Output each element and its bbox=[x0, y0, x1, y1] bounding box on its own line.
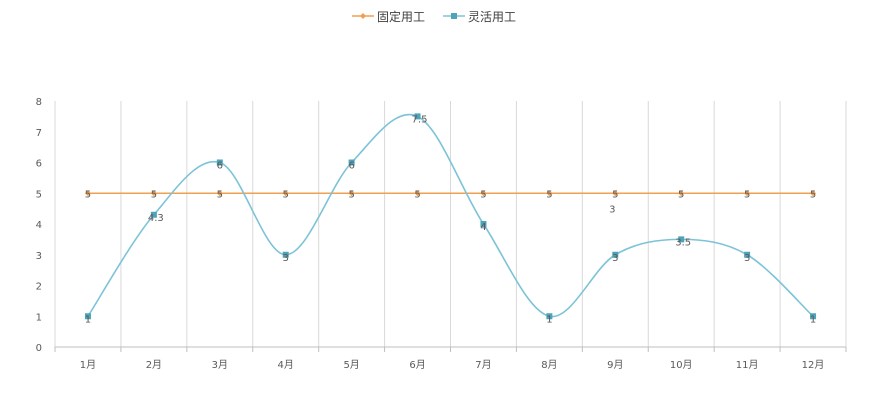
series-1-data-label: 5 bbox=[348, 189, 354, 200]
series-2-data-label: 1 bbox=[810, 314, 816, 325]
series-2-point bbox=[546, 313, 553, 320]
gridlines bbox=[54, 101, 847, 347]
series-2-data-label: 4 bbox=[480, 222, 486, 233]
y-tick-label: 6 bbox=[36, 159, 42, 170]
series-1-point bbox=[612, 190, 619, 197]
series-1-data-label: 5 bbox=[612, 189, 618, 200]
chart-annotation: 3 bbox=[609, 205, 615, 216]
series-2-data-label: 7.5 bbox=[412, 114, 428, 125]
series-1-point bbox=[546, 190, 553, 197]
series-1-point bbox=[348, 190, 355, 197]
series-1-point bbox=[282, 190, 289, 197]
series-2-data-label: 3.5 bbox=[675, 237, 691, 248]
series-2-point bbox=[612, 251, 619, 258]
series-2-point bbox=[348, 159, 355, 166]
series-1-point bbox=[480, 190, 487, 197]
series-2-point bbox=[282, 251, 289, 258]
series-2-point bbox=[84, 313, 91, 320]
series-1-data-label: 5 bbox=[678, 189, 684, 200]
x-tick-label: 2月 bbox=[146, 359, 162, 371]
x-tick-label: 9月 bbox=[607, 359, 623, 371]
x-tick-label: 5月 bbox=[343, 359, 359, 371]
axes: 0 1 2 3 4 5 6 7 8 1月 2月 3月 4月 5月 6月 7月 8月 9月 10月 11月 12月 bbox=[36, 97, 847, 371]
series-1-point bbox=[150, 190, 157, 197]
data-labels: 5 5 5 5 5 5 5 5 5 5 5 5 1 4.3 6 3 6 7.5 4 1 3 3.5 3 1 3 bbox=[85, 114, 816, 325]
series-layer bbox=[84, 113, 817, 320]
legend: 固定用工 灵活用工 bbox=[352, 9, 516, 24]
series-2-data-label: 3 bbox=[744, 253, 750, 264]
y-tick-label: 0 bbox=[36, 343, 42, 354]
x-tick-label: 11月 bbox=[736, 359, 759, 371]
series-2-data-label: 3 bbox=[612, 253, 618, 264]
series-2-data-label: 4.3 bbox=[148, 213, 164, 224]
series-1-data-label: 5 bbox=[217, 189, 223, 200]
x-tick-label: 8月 bbox=[541, 359, 557, 371]
legend-label: 固定用工 bbox=[377, 9, 425, 24]
series-1-data-label: 5 bbox=[85, 189, 91, 200]
series-1-data-label: 5 bbox=[480, 189, 486, 200]
series-1-point bbox=[216, 190, 223, 197]
series-1-data-label: 5 bbox=[283, 189, 289, 200]
x-tick-label: 12月 bbox=[802, 359, 825, 371]
series-2-point bbox=[414, 113, 421, 120]
x-tick-label: 6月 bbox=[409, 359, 425, 371]
series-1-data-label: 5 bbox=[546, 189, 552, 200]
series-2-data-label: 6 bbox=[348, 161, 354, 172]
legend-item-2: 灵活用工 bbox=[443, 10, 516, 24]
x-tick-label: 4月 bbox=[278, 359, 294, 371]
legend-item-1: 固定用工 bbox=[352, 9, 425, 24]
legend-marker bbox=[451, 13, 457, 19]
legend-marker bbox=[360, 13, 366, 19]
series-2-point bbox=[744, 251, 751, 258]
series-2-point bbox=[480, 221, 487, 227]
y-tick-label: 7 bbox=[36, 128, 42, 139]
series-1-data-label: 5 bbox=[151, 189, 157, 200]
series-2-point bbox=[810, 313, 817, 320]
series-2-data-label: 1 bbox=[85, 314, 91, 325]
y-tick-label: 3 bbox=[36, 251, 42, 262]
series-2-point bbox=[216, 159, 223, 166]
x-tick-label: 1月 bbox=[80, 359, 96, 371]
series-1-point bbox=[414, 190, 421, 197]
series-1-point bbox=[678, 190, 685, 197]
x-tick-label: 7月 bbox=[475, 359, 491, 371]
series-1-point bbox=[744, 190, 751, 197]
series-2-data-label: 3 bbox=[283, 253, 289, 264]
y-tick-label: 2 bbox=[36, 282, 42, 293]
series-1-data-label: 5 bbox=[810, 189, 816, 200]
y-tick-label: 4 bbox=[36, 220, 42, 231]
series-2-point bbox=[678, 236, 685, 243]
series-1-data-label: 5 bbox=[744, 189, 750, 200]
legend-label: 灵活用工 bbox=[468, 10, 516, 24]
series-1-point bbox=[810, 190, 817, 197]
series-1-data-label: 5 bbox=[414, 189, 420, 200]
series-2-data-label: 1 bbox=[546, 314, 552, 325]
series-2-point bbox=[150, 211, 157, 218]
y-tick-label: 8 bbox=[36, 97, 42, 108]
series-1-point bbox=[84, 190, 91, 197]
series-2-data-label: 6 bbox=[217, 161, 223, 172]
y-tick-label: 5 bbox=[36, 189, 42, 200]
x-tick-label: 10月 bbox=[670, 359, 693, 371]
y-tick-label: 1 bbox=[36, 312, 42, 323]
x-tick-label: 3月 bbox=[212, 359, 228, 371]
